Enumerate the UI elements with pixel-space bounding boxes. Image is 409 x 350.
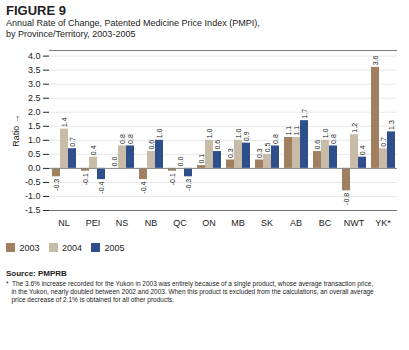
svg-text:0.7: 0.7 (69, 137, 76, 147)
svg-text:0.0: 0.0 (111, 157, 118, 167)
svg-text:0.7: 0.7 (380, 137, 387, 147)
svg-text:NL: NL (58, 218, 70, 228)
html-text:Annual Rate of Change, Patente: Annual Rate of Change, Patented Medicine… (6, 18, 260, 39)
html-text:* The 3.6% increase recorded f: * The 3.6% increase recorded for the Yuk… (6, 279, 374, 303)
svg-text:-1.0: -1.0 (25, 191, 41, 201)
svg-text:1.0: 1.0 (235, 128, 242, 138)
svg-text:-0.1: -0.1 (169, 173, 176, 185)
html-text:FIGURE 9: FIGURE 9 (6, 3, 66, 18)
svg-text:0.9: 0.9 (243, 131, 250, 141)
svg-text:0.6: 0.6 (214, 140, 221, 150)
svg-text:-0.3: -0.3 (53, 179, 60, 191)
svg-text:3.0: 3.0 (28, 79, 41, 89)
svg-text:4.0: 4.0 (28, 51, 41, 61)
svg-text:0.8: 0.8 (127, 134, 134, 144)
svg-text:-0.5: -0.5 (25, 177, 41, 187)
svg-text:0.0: 0.0 (177, 157, 184, 167)
svg-text:QC: QC (173, 218, 187, 228)
svg-text:BC: BC (319, 218, 332, 228)
svg-text:1.0: 1.0 (156, 128, 163, 138)
svg-text:1.0: 1.0 (28, 135, 41, 145)
svg-text:1.4: 1.4 (61, 117, 68, 127)
svg-text:2.0: 2.0 (28, 107, 41, 117)
svg-text:1.1: 1.1 (285, 126, 292, 136)
svg-text:SK: SK (261, 218, 273, 228)
svg-text:1.1: 1.1 (293, 126, 300, 136)
svg-text:0.8: 0.8 (330, 134, 337, 144)
svg-text:-0.3: -0.3 (185, 179, 192, 191)
svg-text:NS: NS (116, 218, 129, 228)
html-text:2003: 2003 (19, 242, 40, 253)
svg-text:1.2: 1.2 (351, 123, 358, 133)
svg-text:0.5: 0.5 (264, 143, 271, 153)
svg-text:NWT: NWT (344, 218, 365, 228)
svg-text:NB: NB (145, 218, 158, 228)
svg-text:Ratio →: Ratio → (11, 114, 21, 147)
html-text:2004: 2004 (62, 242, 83, 253)
svg-text:1.3: 1.3 (388, 120, 395, 130)
svg-text:3.5: 3.5 (28, 65, 41, 75)
svg-text:PEI: PEI (86, 218, 101, 228)
html-text:Source: PMPRB: Source: PMPRB (6, 268, 67, 278)
html-text:2005: 2005 (104, 242, 125, 253)
svg-text:MB: MB (231, 218, 245, 228)
svg-text:0.0: 0.0 (28, 163, 41, 173)
svg-text:0.8: 0.8 (272, 134, 279, 144)
svg-text:1.0: 1.0 (206, 128, 213, 138)
svg-text:ON: ON (202, 218, 216, 228)
svg-text:0.4: 0.4 (90, 145, 97, 155)
svg-text:0.6: 0.6 (314, 140, 321, 150)
svg-text:0.6: 0.6 (148, 140, 155, 150)
svg-text:1.5: 1.5 (28, 121, 41, 131)
svg-text:0.1: 0.1 (198, 154, 205, 164)
svg-text:1.0: 1.0 (322, 128, 329, 138)
svg-text:0.5: 0.5 (28, 149, 41, 159)
svg-text:YK*: YK* (375, 218, 391, 228)
svg-text:0.8: 0.8 (119, 134, 126, 144)
svg-text:2.5: 2.5 (28, 93, 41, 103)
svg-text:-0.8: -0.8 (343, 193, 350, 205)
svg-text:0.4: 0.4 (359, 145, 366, 155)
svg-text:0.3: 0.3 (227, 148, 234, 158)
svg-text:AB: AB (290, 218, 302, 228)
svg-text:-1.5: -1.5 (25, 205, 41, 215)
svg-text:-0.4: -0.4 (98, 182, 105, 194)
svg-text:0.3: 0.3 (256, 148, 263, 158)
svg-text:1.7: 1.7 (301, 109, 308, 119)
svg-text:-0.1: -0.1 (82, 173, 89, 185)
svg-text:-0.4: -0.4 (140, 182, 147, 194)
svg-text:3.6: 3.6 (372, 56, 379, 66)
